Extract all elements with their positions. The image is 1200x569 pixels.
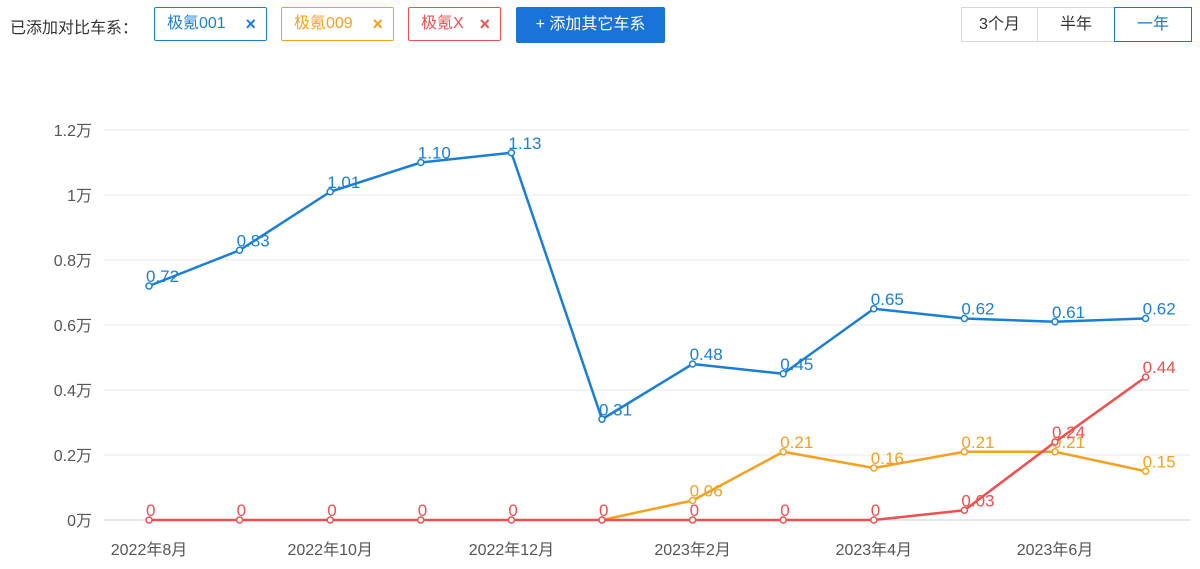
data-point [326, 516, 334, 524]
add-series-button[interactable]: + 添加其它车系 [516, 7, 665, 43]
data-label: 0.21 [961, 433, 994, 452]
series-tag-zeekr-001[interactable]: 极氪001 × [154, 7, 267, 41]
range-one-year-button[interactable]: 一年 [1114, 7, 1192, 42]
data-label: 0 [327, 501, 336, 520]
data-point [507, 149, 516, 157]
data-label: 0 [690, 501, 699, 520]
data-point [1051, 318, 1059, 326]
data-point [507, 516, 516, 524]
compare-toolbar: 已添加对比车系： 极氪001 × 极氪009 × 极氪X × + 添加其它车系 … [0, 0, 1200, 50]
data-label: 1.10 [418, 144, 451, 163]
x-tick-label: 2023年2月 [654, 541, 731, 559]
data-point [598, 415, 606, 423]
data-point [235, 516, 244, 524]
data-point [779, 370, 787, 378]
y-tick-label: 0.2万 [54, 448, 92, 465]
data-label: 0.06 [690, 482, 723, 501]
close-icon[interactable]: × [479, 14, 490, 34]
data-point [145, 282, 153, 290]
data-label: 0 [599, 501, 608, 520]
data-point [870, 516, 878, 524]
y-tick-label: 1万 [67, 188, 92, 205]
data-point [1141, 314, 1150, 323]
data-label: 0.83 [237, 231, 270, 250]
data-point [598, 516, 606, 524]
close-icon[interactable]: × [372, 14, 383, 34]
data-label: 0.62 [961, 300, 994, 319]
y-tick-label: 0.8万 [54, 253, 92, 270]
series-tag-label: 极氪009 [294, 15, 353, 32]
x-tick-label: 2023年4月 [836, 541, 913, 559]
data-point [870, 305, 878, 313]
data-point [688, 516, 697, 524]
data-label: 0.65 [871, 290, 904, 309]
data-label: 0 [418, 501, 427, 520]
data-point [870, 464, 878, 472]
data-label: 0.48 [690, 345, 723, 364]
close-icon[interactable]: × [245, 14, 256, 34]
data-label: 0 [237, 501, 246, 520]
compare-label: 已添加对比车系： [10, 20, 139, 37]
data-point [1051, 438, 1059, 446]
range-half-year-button[interactable]: 半年 [1037, 7, 1115, 42]
data-point [326, 188, 334, 196]
data-point [417, 158, 425, 167]
data-label: 0.16 [871, 449, 904, 468]
x-tick-label: 2022年8月 [111, 541, 188, 559]
data-label: 0 [780, 501, 789, 520]
y-tick-label: 0.6万 [54, 318, 92, 335]
data-point [688, 496, 697, 505]
series-tag-zeekr-x[interactable]: 极氪X × [408, 7, 501, 41]
data-point [1141, 467, 1150, 475]
data-label: 0.15 [1143, 452, 1176, 471]
series-tag-zeekr-009[interactable]: 极氪009 × [281, 7, 394, 41]
data-point [1141, 373, 1150, 381]
data-label: 0 [508, 501, 517, 520]
data-label: 1.01 [327, 173, 360, 192]
data-point [960, 448, 969, 456]
data-point [779, 448, 787, 456]
data-label: 1.13 [508, 134, 541, 153]
data-label: 0 [871, 501, 880, 520]
series-line [148, 151, 1146, 421]
data-label: 0.21 [780, 433, 813, 452]
data-point [688, 360, 697, 368]
data-label: 0.62 [1143, 300, 1176, 319]
data-label: 0.24 [1052, 423, 1085, 442]
y-tick-label: 0万 [67, 513, 92, 530]
data-point [417, 516, 425, 524]
x-tick-label: 2022年10月 [287, 541, 372, 559]
data-label: 0.31 [599, 400, 632, 419]
data-point [1051, 448, 1059, 456]
data-label: 0.72 [146, 267, 179, 286]
y-tick-label: 1.2万 [54, 123, 92, 140]
series-line [149, 375, 1147, 522]
data-label: 0.45 [780, 355, 813, 374]
data-point [235, 246, 244, 254]
data-label: 0.44 [1143, 358, 1176, 377]
series-tag-label: 极氪001 [167, 15, 226, 32]
data-point [779, 516, 787, 524]
data-label: 0.03 [961, 491, 994, 510]
data-label: 0.61 [1052, 303, 1085, 322]
x-tick-label: 2023年6月 [1017, 541, 1094, 559]
y-tick-label: 0.4万 [54, 383, 92, 400]
data-point [145, 516, 153, 524]
x-tick-label: 2022年12月 [469, 541, 554, 559]
data-point [960, 506, 969, 514]
series-tag-label: 极氪X [421, 15, 464, 32]
data-label: 0 [146, 501, 155, 520]
data-point [960, 314, 969, 323]
